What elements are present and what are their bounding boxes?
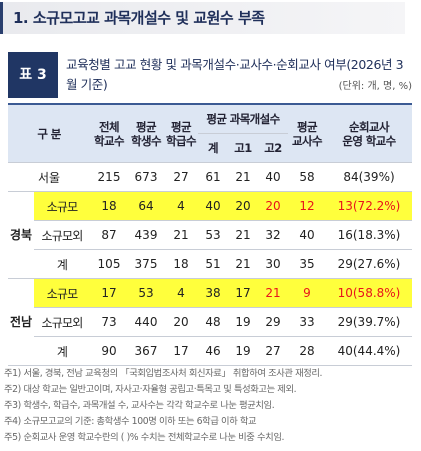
header-cell: 평균 교사수 [288, 103, 326, 163]
value-cell: 375 [128, 249, 164, 279]
caption-label: 표 3 [8, 52, 58, 98]
header-cell: 평균 과목개설수 [198, 103, 288, 134]
subheader-cell: 고1 [228, 133, 258, 163]
value-cell: 73 [90, 307, 128, 337]
note: 주4) 소규모고교의 기준: 총학생수 100명 이하 또는 6학급 이하 학교 [4, 416, 257, 427]
caption-title: 교육청별 고교 현황 및 과목개설수·교사수·순회교사 여부(2026년 3월 … [66, 57, 404, 92]
value-cell: 4 [164, 278, 198, 308]
header-cell: 전체 학교수 [90, 103, 128, 163]
value-cell: 40 [288, 220, 326, 250]
notes: 주1) 서울, 경북, 전남 교육청의 「국회입법조사처 회신자료」 취합하여 … [4, 366, 323, 446]
table-row: 전남 소규모 17 53 4 38 17 21 9 10(58.8%) [8, 278, 412, 366]
value-cell: 17 [228, 278, 258, 308]
table-row: 서울 215 673 27 61 21 40 58 84(39%) [8, 162, 412, 192]
note: 주5) 순회교사 운영 학교수란의 ( )% 수치는 전체학교수로 나눈 비중 … [4, 432, 285, 443]
value-cell: 12 [288, 191, 326, 221]
value-cell: 21 [228, 249, 258, 279]
row-label: 소규모 [34, 278, 90, 308]
value-cell: 46 [198, 336, 228, 366]
value-cell: 61 [198, 162, 228, 192]
row-label: 소규모외 [34, 307, 90, 337]
value-cell: 673 [128, 162, 164, 192]
row-label: 소규모외 [34, 220, 90, 250]
value-cell: 40 [198, 191, 228, 221]
subheader-cell: 계 [198, 133, 228, 163]
region-cell: 경북 [8, 191, 34, 279]
value-cell: 18 [90, 191, 128, 221]
value-cell: 10(58.8%) [326, 278, 412, 308]
note: 주2) 대상 학교는 일반고이며, 자사고·자율형 공립고·특목고 및 특성화고… [4, 384, 297, 395]
row-label: 계 [34, 336, 90, 366]
value-cell: 33 [288, 307, 326, 337]
row-label: 계 [34, 249, 90, 279]
value-cell: 28 [288, 336, 326, 366]
value-cell: 90 [90, 336, 128, 366]
value-cell: 18 [164, 249, 198, 279]
value-cell: 20 [258, 191, 288, 221]
value-cell: 29(27.6%) [326, 249, 412, 279]
value-cell: 4 [164, 191, 198, 221]
value-cell: 9 [288, 278, 326, 308]
table-row: 경북 소규모 18 64 4 40 20 20 12 13(72.2%) [8, 191, 412, 279]
region-cell: 서울 [8, 162, 90, 192]
value-cell: 21 [258, 278, 288, 308]
value-cell: 48 [198, 307, 228, 337]
value-cell: 53 [198, 220, 228, 250]
header-cell: 평균 학급수 [164, 103, 198, 163]
value-cell: 19 [228, 336, 258, 366]
value-cell: 40 [258, 162, 288, 192]
region-cell: 전남 [8, 278, 34, 366]
value-cell: 29 [258, 307, 288, 337]
table-row: 소규모외 87 439 21 53 21 32 40 16(18.3%) [8, 220, 412, 250]
header-cell: 평균 학생수 [128, 103, 164, 163]
value-cell: 87 [90, 220, 128, 250]
value-cell: 53 [128, 278, 164, 308]
value-cell: 439 [128, 220, 164, 250]
value-cell: 215 [90, 162, 128, 192]
section-title: 1. 소규모고교 과목개설수 및 교원수 부족 [0, 2, 405, 34]
table-body: 서울 215 673 27 61 21 40 58 84(39%) 경북 소규모 18 64 4 40 20 2… [8, 162, 412, 366]
header-cell: 순회교사 운영 학교수 [326, 103, 412, 163]
note: 주1) 서울, 경북, 전남 교육청의 「국회입법조사처 회신자료」 취합하여 … [4, 368, 323, 379]
value-cell: 35 [288, 249, 326, 279]
caption-unit: (단위: 개, 명, %) [338, 81, 412, 92]
value-cell: 51 [198, 249, 228, 279]
value-cell: 20 [164, 307, 198, 337]
value-cell: 38 [198, 278, 228, 308]
value-cell: 16(18.3%) [326, 220, 412, 250]
value-cell: 32 [258, 220, 288, 250]
value-cell: 17 [90, 278, 128, 308]
row-label: 소규모 [34, 191, 90, 221]
value-cell: 17 [164, 336, 198, 366]
header-cell: 구 분 [8, 103, 90, 163]
value-cell: 29(39.7%) [326, 307, 412, 337]
subheader-cell: 고2 [258, 133, 288, 163]
value-cell: 30 [258, 249, 288, 279]
value-cell: 367 [128, 336, 164, 366]
value-cell: 40(44.4%) [326, 336, 412, 366]
table: 구 분 전체 학교수 평균 학생수 평균 학급수 평균 과목개설수 평균 교사수… [8, 103, 412, 366]
value-cell: 58 [288, 162, 326, 192]
value-cell: 27 [258, 336, 288, 366]
table-row: 계 90 367 17 46 19 27 28 40(44.4%) [8, 336, 412, 366]
value-cell: 84(39%) [326, 162, 412, 192]
value-cell: 440 [128, 307, 164, 337]
table-row: 소규모외 73 440 20 48 19 29 33 29(39.7%) [8, 307, 412, 337]
table-row: 계 105 375 18 51 21 30 35 29(27.6%) [8, 249, 412, 279]
value-cell: 13(72.2%) [326, 191, 412, 221]
value-cell: 21 [228, 220, 258, 250]
value-cell: 64 [128, 191, 164, 221]
note: 주3) 학생수, 학급수, 과목개설 수, 교사수는 각각 학교수로 나눈 평균… [4, 400, 275, 411]
value-cell: 19 [228, 307, 258, 337]
value-cell: 21 [228, 162, 258, 192]
caption: 표 3 교육청별 고교 현황 및 과목개설수·교사수·순회교사 여부(2026년… [8, 52, 412, 98]
value-cell: 27 [164, 162, 198, 192]
value-cell: 105 [90, 249, 128, 279]
value-cell: 21 [164, 220, 198, 250]
value-cell: 20 [228, 191, 258, 221]
